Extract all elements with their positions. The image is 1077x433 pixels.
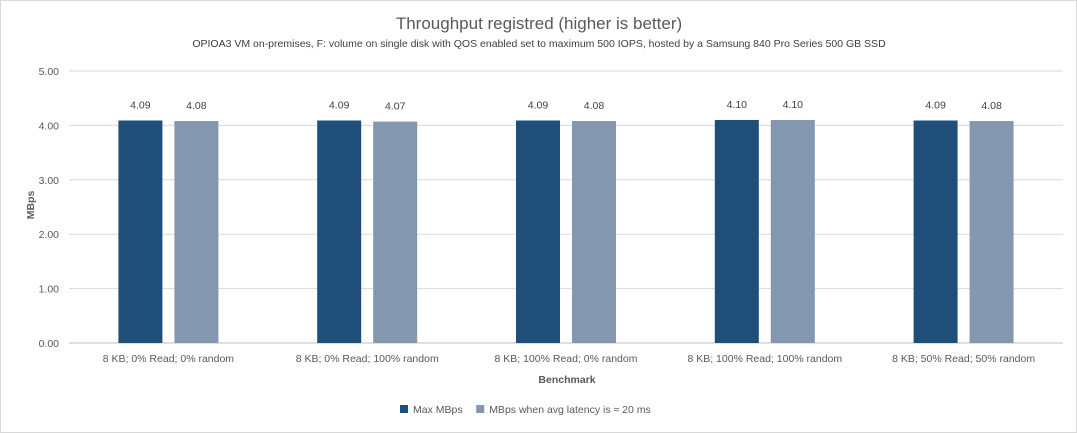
data-label: 4.10 xyxy=(727,99,748,111)
bar xyxy=(118,120,163,343)
data-labels: 4.09 4.08 4.09 4.07 4.09 4.08 4.10 4.10 4.09 4.08 xyxy=(130,99,1002,113)
bar xyxy=(714,119,759,344)
x-category-label: 8 KB; 50% Read; 50% random xyxy=(892,353,1035,365)
x-category-label: 8 KB; 100% Read; 0% random xyxy=(494,353,637,365)
legend: Max MBps MBps when avg latency is ≈ 20 ms xyxy=(400,404,651,416)
data-label: 4.09 xyxy=(130,100,151,112)
x-axis-title: Benchmark xyxy=(538,374,595,386)
bar xyxy=(969,121,1014,343)
data-label: 4.08 xyxy=(584,100,605,112)
chart-title: Throughput registred (higher is better) xyxy=(396,14,682,33)
y-tick-label: 1.00 xyxy=(39,284,60,296)
legend-label: Max MBps xyxy=(413,404,463,416)
bar xyxy=(572,121,616,343)
y-tick-label: 0.00 xyxy=(39,338,60,350)
bar xyxy=(913,120,958,343)
y-tick-label: 3.00 xyxy=(39,175,60,187)
bar xyxy=(373,121,418,343)
chart-subtitle: OPIOA3 VM on-premises, F: volume on sing… xyxy=(192,38,886,50)
data-label: 4.07 xyxy=(385,101,406,113)
legend-swatch xyxy=(476,405,485,413)
gridlines xyxy=(69,70,1063,344)
data-label: 4.08 xyxy=(981,100,1002,112)
data-label: 4.09 xyxy=(329,100,350,112)
bars xyxy=(118,119,1014,344)
x-category-label: 8 KB; 0% Read; 0% random xyxy=(103,353,235,365)
bar xyxy=(516,120,560,343)
data-label: 4.09 xyxy=(528,100,549,112)
data-label: 4.09 xyxy=(925,100,946,112)
y-tick-label: 5.00 xyxy=(39,66,60,78)
bar xyxy=(770,119,815,344)
data-label: 4.08 xyxy=(186,100,207,112)
x-category-label: 8 KB; 100% Read; 100% random xyxy=(687,353,842,365)
legend-swatch xyxy=(400,405,408,413)
x-axis-categories: 8 KB; 0% Read; 0% random 8 KB; 0% Read; 1… xyxy=(103,353,1036,365)
y-axis-title: MBps xyxy=(25,191,37,220)
y-axis-ticks: 0.00 1.00 2.00 3.00 4.00 5.00 xyxy=(39,66,60,350)
legend-label: MBps when avg latency is ≈ 20 ms xyxy=(489,404,651,416)
y-tick-label: 4.00 xyxy=(39,120,60,132)
bar xyxy=(174,121,219,343)
bar xyxy=(317,120,362,343)
data-label: 4.10 xyxy=(783,99,804,111)
x-category-label: 8 KB; 0% Read; 100% random xyxy=(296,353,439,365)
y-tick-label: 2.00 xyxy=(39,229,60,241)
